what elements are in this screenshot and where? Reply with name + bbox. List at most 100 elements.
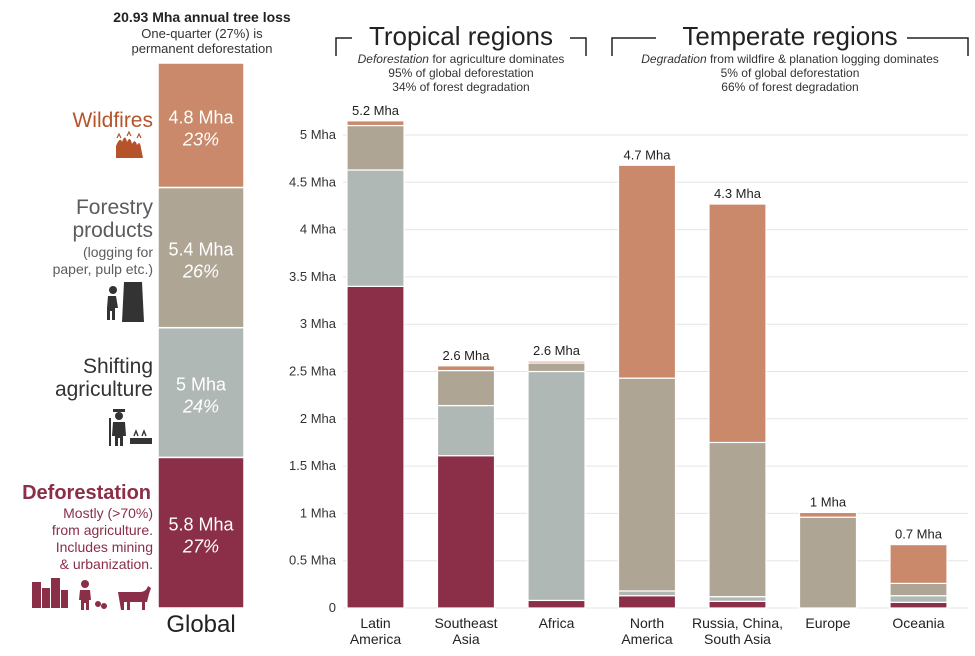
bar-segment-deforestation <box>346 285 405 609</box>
farmer-icon <box>109 409 152 446</box>
temperate-line-1: 5% of global deforestation <box>721 66 860 80</box>
bar-segment-forestry <box>527 362 586 373</box>
global-segment-shifting <box>157 326 245 459</box>
bar-total-label: 4.7 Mha <box>624 147 672 162</box>
y-tick-label: 1.5 Mha <box>289 458 337 473</box>
logger-icon <box>107 282 144 322</box>
bar-segment-forestry <box>346 124 405 171</box>
legend-deforestation: Deforestation Mostly (>70%) from agricul… <box>22 482 153 610</box>
legend-wildfires: Wildfires <box>72 109 153 158</box>
legend-shifting: Shifting agriculture <box>55 355 153 446</box>
category-label: Europe <box>805 615 850 631</box>
bar-segment-deforestation <box>617 595 677 609</box>
y-tick-label: 0 <box>329 600 336 615</box>
temperate-subtitle-rest: from wildfire & planation logging domina… <box>707 52 939 66</box>
category-label: North <box>630 615 664 631</box>
tropical-subtitle-rest: for agriculture dominates <box>429 52 564 66</box>
bar-segment-shifting <box>346 169 405 287</box>
bar-segment-deforestation <box>889 601 948 609</box>
bar-segment-forestry <box>889 582 948 597</box>
region-bar-group: 2.6 Mha Africa <box>527 343 586 631</box>
global-segment-percent: 27% <box>182 537 219 557</box>
bar-segment-wildfires <box>798 511 858 518</box>
tropical-group-header: Tropical regions Deforestation for agric… <box>335 21 587 94</box>
wildfire-icon <box>116 130 143 158</box>
legend-deforestation-desc-1: Mostly (>70%) <box>63 505 153 521</box>
bar-segment-wildfires <box>617 164 677 379</box>
legend-forestry-name-2: products <box>72 219 153 242</box>
temperate-line-2: 66% of forest degradation <box>721 80 858 94</box>
tropical-subtitle: Deforestation for agriculture dominates <box>358 52 565 66</box>
bar-total-label: 0.7 Mha <box>895 527 943 542</box>
global-segment-percent: 24% <box>182 397 219 417</box>
legend-forestry-desc-1: (logging for <box>83 244 153 260</box>
legend-shifting-name-2: agriculture <box>55 378 153 401</box>
tropical-subtitle-italic: Deforestation <box>358 52 430 66</box>
region-bar-group: 1 Mha Europe <box>798 494 858 631</box>
temperate-subtitle-italic: Degradation <box>641 52 707 66</box>
y-axis-ticks: 0 0.5 Mha 1 Mha 1.5 Mha 2 Mha 2.5 Mha 3 Mha 3.5… <box>289 127 337 615</box>
bar-total-label: 1 Mha <box>810 494 847 509</box>
tropical-bracket <box>335 37 587 56</box>
y-tick-label: 0.5 Mha <box>289 553 337 568</box>
bar-segment-shifting <box>617 590 677 597</box>
tropical-line-2: 34% of forest degradation <box>392 80 529 94</box>
temperate-bracket <box>611 37 969 56</box>
global-subtitle-line-2: permanent deforestation <box>132 41 273 56</box>
y-tick-label: 2 Mha <box>300 411 337 426</box>
category-label: South Asia <box>704 631 771 647</box>
mining-urban-agriculture-icon <box>32 578 151 610</box>
category-label: America <box>350 631 402 647</box>
region-bar-group: 4.3 Mha Russia, China,South Asia <box>692 186 783 647</box>
bar-segment-wildfires <box>527 360 586 364</box>
global-segment-value: 5.8 Mha <box>168 515 234 535</box>
y-tick-label: 1 Mha <box>300 505 337 520</box>
global-segment-value: 5.4 Mha <box>168 240 234 260</box>
bar-segment-wildfires <box>346 120 405 127</box>
y-tick-label: 4.5 Mha <box>289 174 337 189</box>
legend-deforestation-desc-4: & urbanization. <box>60 556 153 572</box>
y-tick-label: 3.5 Mha <box>289 269 337 284</box>
category-label: Africa <box>539 615 575 631</box>
bar-segment-shifting <box>708 596 767 602</box>
bar-segment-wildfires <box>889 544 948 585</box>
tropical-title: Tropical regions <box>369 21 553 51</box>
legend-forestry-desc-2: paper, pulp etc.) <box>53 261 153 277</box>
bar-segment-shifting <box>889 595 948 603</box>
bar-segment-forestry <box>798 516 858 609</box>
global-segment-wildfires <box>157 62 245 189</box>
temperate-title: Temperate regions <box>682 21 897 51</box>
category-label: Southeast <box>434 615 497 631</box>
category-label: Oceania <box>892 615 944 631</box>
bar-segment-forestry <box>436 369 496 407</box>
bar-segment-forestry <box>708 441 767 598</box>
category-label: Asia <box>452 631 479 647</box>
temperate-subtitle: Degradation from wildfire & planation lo… <box>641 52 939 66</box>
legend-wildfires-name: Wildfires <box>72 109 153 132</box>
legend-deforestation-name: Deforestation <box>22 482 151 504</box>
y-tick-label: 3 Mha <box>300 316 337 331</box>
category-label: Latin <box>360 615 390 631</box>
legend-deforestation-desc-2: from agriculture. <box>52 522 153 538</box>
category-label: America <box>621 631 673 647</box>
bar-total-label: 5.2 Mha <box>352 103 400 118</box>
bar-total-label: 2.6 Mha <box>533 343 581 358</box>
global-segment-deforestation <box>157 456 245 609</box>
y-tick-label: 4 Mha <box>300 222 337 237</box>
global-segment-value: 5 Mha <box>176 375 227 395</box>
legend-forestry: Forestry products (logging for paper, pu… <box>53 196 153 322</box>
global-segment-percent: 26% <box>182 262 219 282</box>
bar-segment-forestry <box>617 377 677 592</box>
global-subtitle-line-1: One-quarter (27%) is <box>141 26 263 41</box>
category-label: Russia, China, <box>692 615 783 631</box>
global-segment-percent: 23% <box>182 129 219 149</box>
bar-segment-deforestation <box>708 600 767 609</box>
bar-segment-wildfires <box>708 203 767 444</box>
bar-segment-shifting <box>436 404 496 457</box>
